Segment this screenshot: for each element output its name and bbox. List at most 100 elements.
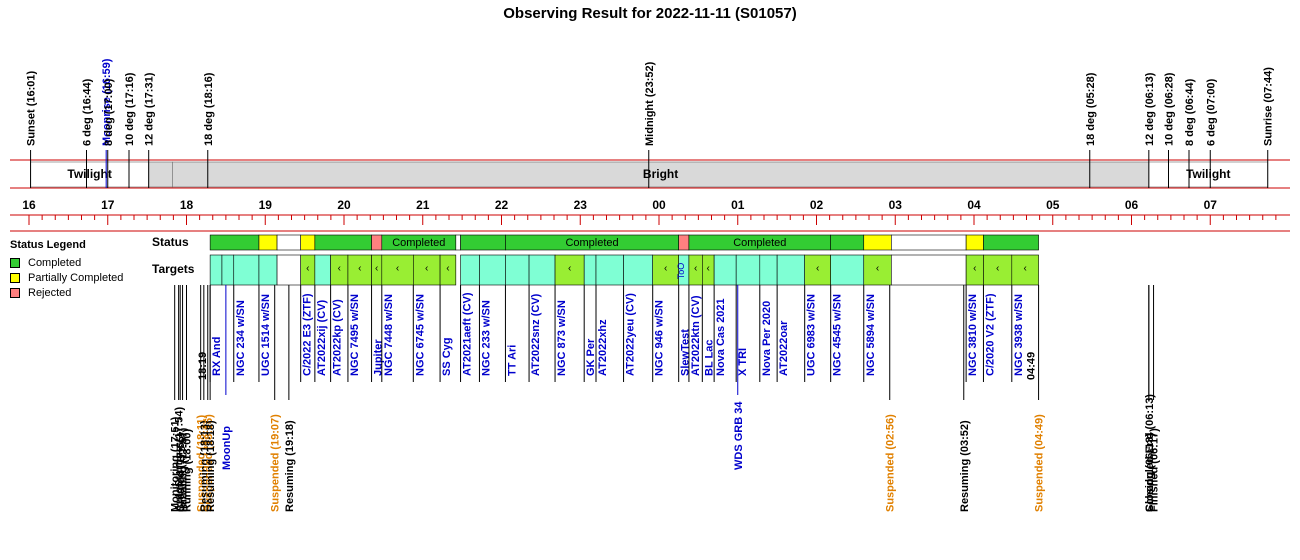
target-mark: ‹ <box>707 263 710 274</box>
legend-label: Rejected <box>28 286 72 299</box>
target-mark: ‹ <box>973 263 976 274</box>
system-event-label: Finished (06:17) <box>1149 428 1161 512</box>
status-block <box>983 234 1039 251</box>
target-block <box>554 254 585 286</box>
system-event-label: Suspended (04:49) <box>1034 414 1046 512</box>
target-block <box>258 254 278 286</box>
system-event-label: AutoStarting (17:54) <box>174 407 186 512</box>
status-block <box>830 234 865 251</box>
target-mark: ‹ <box>996 263 999 274</box>
target-name: AT2022yeu (CV) <box>625 293 637 376</box>
system-event-label: Scheduled End (06:13) <box>1144 394 1156 512</box>
legend-swatch-rejected <box>10 287 20 298</box>
target-mark: ‹ <box>568 263 571 274</box>
system-event-label: Suspended (02:56) <box>885 414 897 512</box>
target-mark: ‹ <box>425 263 428 274</box>
target-name: C/2020 V2 (ZTF) <box>984 293 996 376</box>
target-name: AT2022snz (CV) <box>530 293 542 376</box>
target-block <box>652 254 679 286</box>
hour-label: 06 <box>1125 198 1139 212</box>
legend-swatch-partial <box>10 272 20 283</box>
target-name: NGC 5894 w/SN <box>865 294 877 376</box>
system-event-label: Initiating (17:57) <box>178 427 190 512</box>
ref-label: WDS GRB 34 <box>733 401 745 470</box>
target-mark: ‹ <box>694 263 697 274</box>
sky-band <box>148 161 173 188</box>
target-block <box>209 254 223 286</box>
target-name: Nova Per 2020 <box>761 301 773 376</box>
target-mark: ‹ <box>306 263 309 274</box>
target-block <box>759 254 778 286</box>
status-block <box>258 234 278 251</box>
target-block <box>623 254 654 286</box>
hour-label: 22 <box>495 198 509 212</box>
system-event-label: Suspended (18:11) <box>196 414 208 512</box>
target-name: NGC 946 w/SN <box>654 300 666 376</box>
target-name: BL Lac <box>703 340 715 376</box>
system-event-label: Resuming (18:18) <box>205 420 217 512</box>
target-mark: ‹ <box>876 263 879 274</box>
page-title: Observing Result for 2022-11-11 (S01057) <box>503 5 797 22</box>
sky-event-label: 12 deg (17:31) <box>144 72 156 146</box>
hour-label: 16 <box>22 198 36 212</box>
status-block-label: Completed <box>733 237 786 249</box>
target-block <box>776 254 805 286</box>
target-block <box>983 254 1013 286</box>
system-event-label: Created (17:55) <box>175 432 187 512</box>
sky-event-label: 8 deg (06:44) <box>1184 78 1196 146</box>
legend-swatch-completed <box>10 257 20 268</box>
target-block <box>314 254 331 286</box>
system-event-label: Monitoring (17:51) <box>170 416 182 512</box>
status-block <box>678 234 690 251</box>
sky-event-label: 8 deg (17:00) <box>103 78 115 146</box>
sky-band <box>172 161 1150 188</box>
status-block <box>455 234 461 251</box>
target-mark: ‹ <box>664 263 667 274</box>
system-event-label: Resuming (19:18) <box>284 420 296 512</box>
target-name: RX And <box>211 337 223 376</box>
window-time-label: 18:19 <box>197 352 209 380</box>
status-block-label: Completed <box>392 237 445 249</box>
hour-label: 01 <box>731 198 745 212</box>
hour-label: 02 <box>810 198 824 212</box>
sky-event-label: Sunrise (07:44) <box>1263 67 1275 146</box>
legend-item-partial: Partially Completed <box>10 270 123 285</box>
target-block <box>891 254 967 286</box>
hour-label: 07 <box>1204 198 1218 212</box>
sky-event-label: 6 deg (07:00) <box>1205 78 1217 146</box>
target-mark: ‹ <box>358 263 361 274</box>
target-name: NGC 6745 w/SN <box>414 294 426 376</box>
status-legend: Status Legend Completed Partially Comple… <box>10 239 123 300</box>
target-block <box>830 254 865 286</box>
target-name: NGC 873 w/SN <box>556 300 568 376</box>
target-block <box>583 254 597 286</box>
target-name: NGC 234 w/SN <box>235 300 247 376</box>
target-block <box>381 254 414 286</box>
status-block <box>209 234 260 251</box>
hour-label: 03 <box>889 198 903 212</box>
sky-band-label: Twilight <box>1186 167 1230 181</box>
target-name: AT2021aeft (CV) <box>462 292 474 376</box>
target-block <box>276 254 301 286</box>
status-block <box>891 234 967 251</box>
sky-band-label: Bright <box>643 167 678 181</box>
target-block <box>439 254 457 286</box>
hour-label: 04 <box>967 198 981 212</box>
hour-label: 20 <box>337 198 351 212</box>
hour-label: 19 <box>259 198 273 212</box>
target-name: NGC 3938 w/SN <box>1013 294 1025 376</box>
hour-label: 18 <box>180 198 194 212</box>
target-block <box>505 254 530 286</box>
target-name: NGC 233 w/SN <box>480 300 492 376</box>
sky-event-label: 18 deg (05:28) <box>1085 72 1097 146</box>
target-name: GK Per <box>585 338 597 376</box>
target-name: NGC 7495 w/SN <box>349 294 361 376</box>
ref-label: MoonUp <box>221 426 233 470</box>
legend-label: Partially Completed <box>28 271 124 284</box>
status-block <box>300 234 316 251</box>
legend-title: Status Legend <box>10 239 86 251</box>
target-name: AT2022xhz <box>597 319 609 376</box>
hour-label: 23 <box>574 198 588 212</box>
target-mark: ‹ <box>375 263 378 274</box>
